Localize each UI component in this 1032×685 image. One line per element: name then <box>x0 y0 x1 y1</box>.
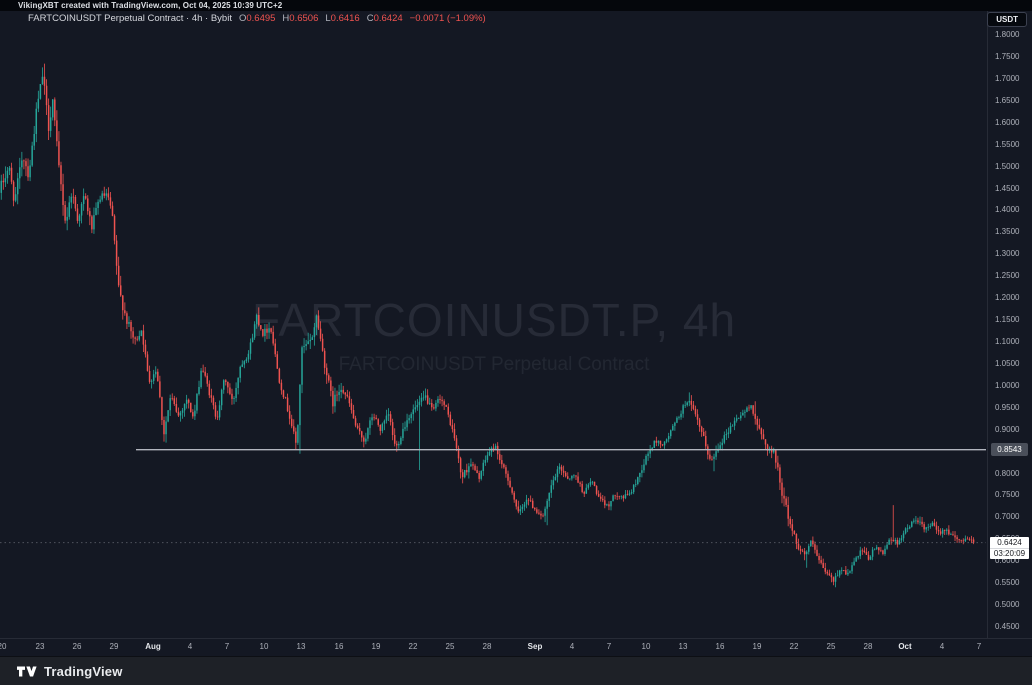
change-value: −0.0071 (−1.09%) <box>409 13 486 24</box>
price-tick-label: 1.3000 <box>995 249 1020 259</box>
low-label: L <box>325 13 331 24</box>
time-tick-label: 19 <box>371 642 381 651</box>
price-tick-label: 0.6000 <box>995 556 1020 566</box>
price-tick-label: 1.1500 <box>995 315 1020 325</box>
time-tick-month-label: Aug <box>145 642 161 651</box>
time-tick-label: 25 <box>445 642 455 651</box>
close-value: 0.6424 <box>373 13 403 24</box>
ray-price-label: 0.8543 <box>991 443 1028 457</box>
down-candle-bodies <box>2 76 975 582</box>
time-tick-month-label: Sep <box>527 642 543 651</box>
time-tick-label: 10 <box>641 642 651 651</box>
footer-bar: TradingView <box>0 656 1032 685</box>
down-candle-wicks <box>2 63 974 586</box>
price-tick-label: 1.4500 <box>995 183 1020 193</box>
time-tick-label: 16 <box>715 642 725 651</box>
price-tick-label: 1.2000 <box>995 293 1020 303</box>
attribution-bar: VikingXBT created with TradingView.com, … <box>0 0 1032 11</box>
price-axis[interactable]: 1.8000 1.7500 1.7000 1.6500 1.6000 1.5500 1.50… <box>987 11 1032 656</box>
time-tick-label: 13 <box>678 642 688 651</box>
price-tick-label: 1.6000 <box>995 117 1020 127</box>
price-tick-label: 0.4500 <box>995 621 1020 631</box>
time-tick-month-label: Oct <box>898 642 912 651</box>
time-tick-label: 22 <box>408 642 418 651</box>
high-label: H <box>282 13 290 24</box>
open-label: O <box>238 13 247 24</box>
price-tick-label: 0.9500 <box>995 402 1020 412</box>
time-tick-label: 4 <box>939 642 945 651</box>
price-tick-label: 1.4000 <box>995 205 1020 215</box>
price-tick-label: 1.0000 <box>995 380 1020 390</box>
currency-button[interactable]: USDT <box>987 12 1027 27</box>
time-tick-label: 28 <box>482 642 492 651</box>
price-tick-label: 1.7500 <box>995 52 1020 61</box>
last-price-value: 0.6424 <box>997 537 1022 547</box>
time-tick-label: 22 <box>789 642 799 651</box>
time-axis[interactable]: 20 23 26 29 Aug 4 7 10 13 16 19 22 25 28 Sep 4 7 10 13 16 19… <box>0 638 1032 656</box>
time-tick-label: 4 <box>569 642 575 651</box>
time-tick-label: 19 <box>752 642 762 651</box>
time-tick-label: 16 <box>334 642 344 651</box>
price-tick-label: 0.5500 <box>995 578 1020 588</box>
up-candle-wicks <box>0 67 966 588</box>
legend-title: FARTCOINUSDT Perpetual Contract · 4h · B… <box>28 13 232 24</box>
price-tick-label: 0.9000 <box>995 424 1020 434</box>
attribution-text: VikingXBT created with TradingView.com, … <box>18 1 283 10</box>
price-tick-label: 1.2500 <box>995 271 1020 281</box>
price-tick-label: 1.7000 <box>995 73 1020 83</box>
price-tick-label: 1.5500 <box>995 139 1020 149</box>
time-tick-label: 4 <box>187 642 193 651</box>
tradingview-logo-text: TradingView <box>44 663 123 679</box>
tradingview-logo-icon <box>17 666 37 676</box>
price-tick-label: 1.3500 <box>995 227 1020 237</box>
chart-canvas[interactable]: FARTCOINUSDT.P, 4h FARTCOINUSDT Perpetua… <box>0 11 988 638</box>
price-tick-label: 1.1000 <box>995 336 1020 346</box>
last-price-label: 0.6424 03:20:09 <box>990 536 1029 559</box>
time-tick-label: 20 <box>0 642 7 651</box>
price-tick-label: 0.8000 <box>995 468 1020 478</box>
time-tick-label: 7 <box>224 642 230 651</box>
price-tick-label: 0.7500 <box>995 490 1020 500</box>
price-tick-label: 1.5000 <box>995 161 1020 171</box>
symbol-legend: FARTCOINUSDT Perpetual Contract · 4h · B… <box>28 13 486 24</box>
price-tick-label: 0.7000 <box>995 512 1020 522</box>
open-value: 0.6495 <box>246 13 276 24</box>
time-tick-label: 28 <box>863 642 873 651</box>
time-tick-label: 7 <box>606 642 612 651</box>
up-candle-bodies <box>0 76 967 582</box>
time-tick-label: 25 <box>826 642 836 651</box>
candlestick-plot[interactable] <box>0 11 988 638</box>
high-value: 0.6506 <box>289 13 319 24</box>
time-tick-label: 26 <box>72 642 82 651</box>
time-tick-label: 13 <box>296 642 306 651</box>
tradingview-logo[interactable]: TradingView <box>17 664 123 679</box>
close-label: C <box>366 13 374 24</box>
price-tick-label: 0.5000 <box>995 600 1020 610</box>
bar-countdown: 03:20:09 <box>990 547 1029 559</box>
low-value: 0.6416 <box>330 13 360 24</box>
price-tick-label: 1.6500 <box>995 95 1020 105</box>
time-tick-label: 10 <box>259 642 269 651</box>
time-tick-label: 23 <box>35 642 45 651</box>
time-tick-label: 29 <box>109 642 119 651</box>
time-tick-label: 7 <box>976 642 982 651</box>
price-tick-label: 1.0500 <box>995 358 1020 368</box>
price-tick-label: 1.8000 <box>995 30 1020 40</box>
